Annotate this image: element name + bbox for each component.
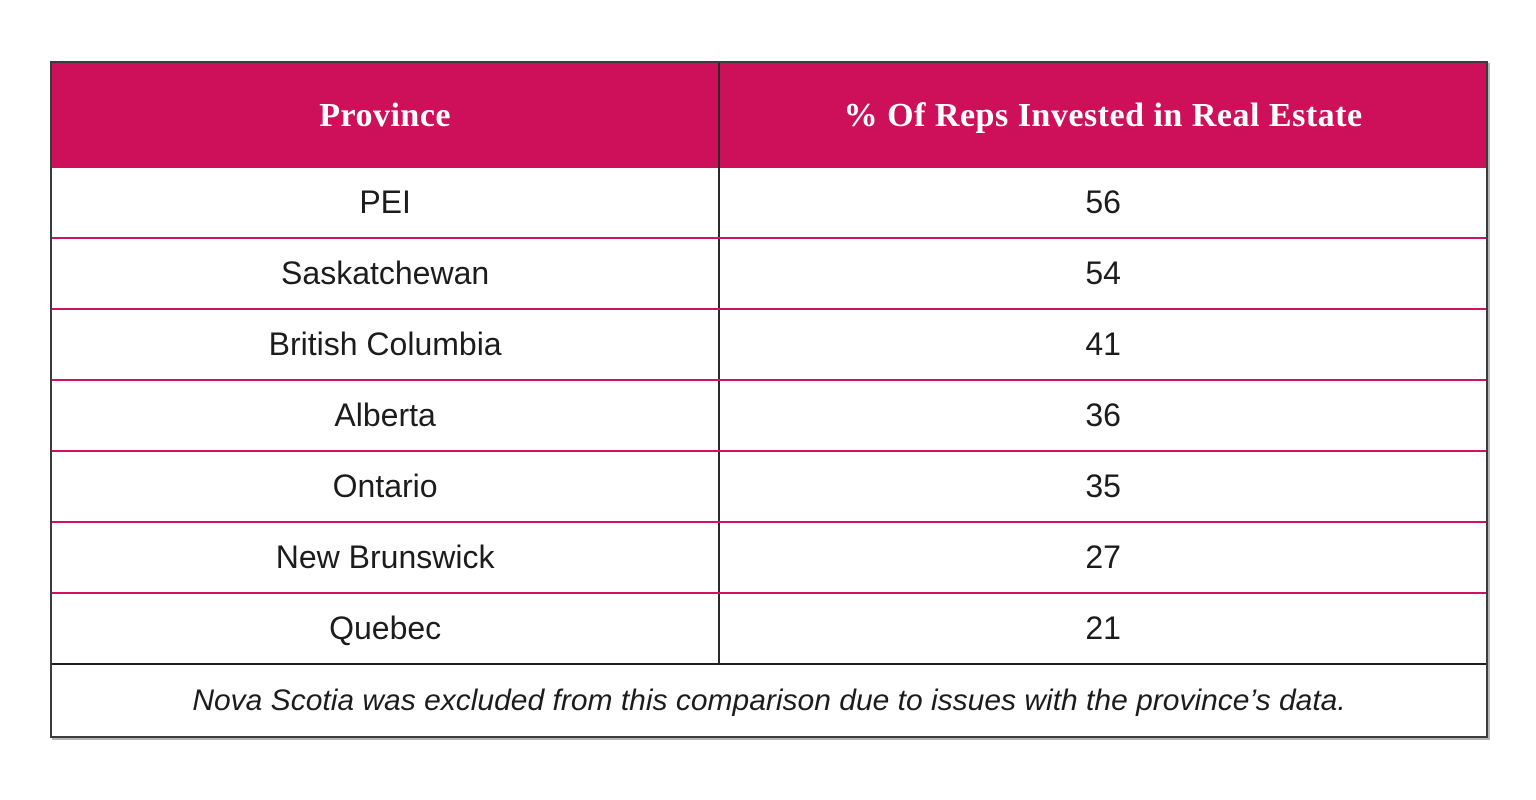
table-row: Quebec 21 — [52, 594, 1486, 665]
province-cell: Ontario — [52, 452, 721, 521]
province-cell: British Columbia — [52, 310, 721, 379]
value-cell: 56 — [1085, 184, 1121, 220]
province-cell: PEI — [52, 168, 721, 237]
value-cell: 35 — [1085, 468, 1121, 504]
table-row: Ontario 35 — [52, 452, 1486, 523]
value-cell: 41 — [1085, 326, 1121, 362]
province-cell: Saskatchewan — [52, 239, 721, 308]
table-row: British Columbia 41 — [52, 310, 1486, 381]
province-real-estate-table: Province % Of Reps Invested in Real Esta… — [50, 61, 1488, 738]
table-row: Alberta 36 — [52, 381, 1486, 452]
header-cell-percent-invested: % Of Reps Invested in Real Estate — [843, 96, 1363, 134]
table-row: PEI 56 — [52, 168, 1486, 239]
value-cell: 27 — [1085, 539, 1121, 575]
value-cell: 21 — [1085, 610, 1121, 646]
table-row: New Brunswick 27 — [52, 523, 1486, 594]
province-cell: Alberta — [52, 381, 721, 450]
header-cell-province: Province — [52, 63, 721, 168]
value-cell: 36 — [1085, 397, 1121, 433]
province-cell: Quebec — [52, 594, 721, 663]
table-footnote: Nova Scotia was excluded from this compa… — [52, 665, 1486, 736]
value-cell: 54 — [1085, 255, 1121, 291]
province-cell: New Brunswick — [52, 523, 721, 592]
table-row: Saskatchewan 54 — [52, 239, 1486, 310]
table-header-row: Province % Of Reps Invested in Real Esta… — [52, 63, 1486, 168]
